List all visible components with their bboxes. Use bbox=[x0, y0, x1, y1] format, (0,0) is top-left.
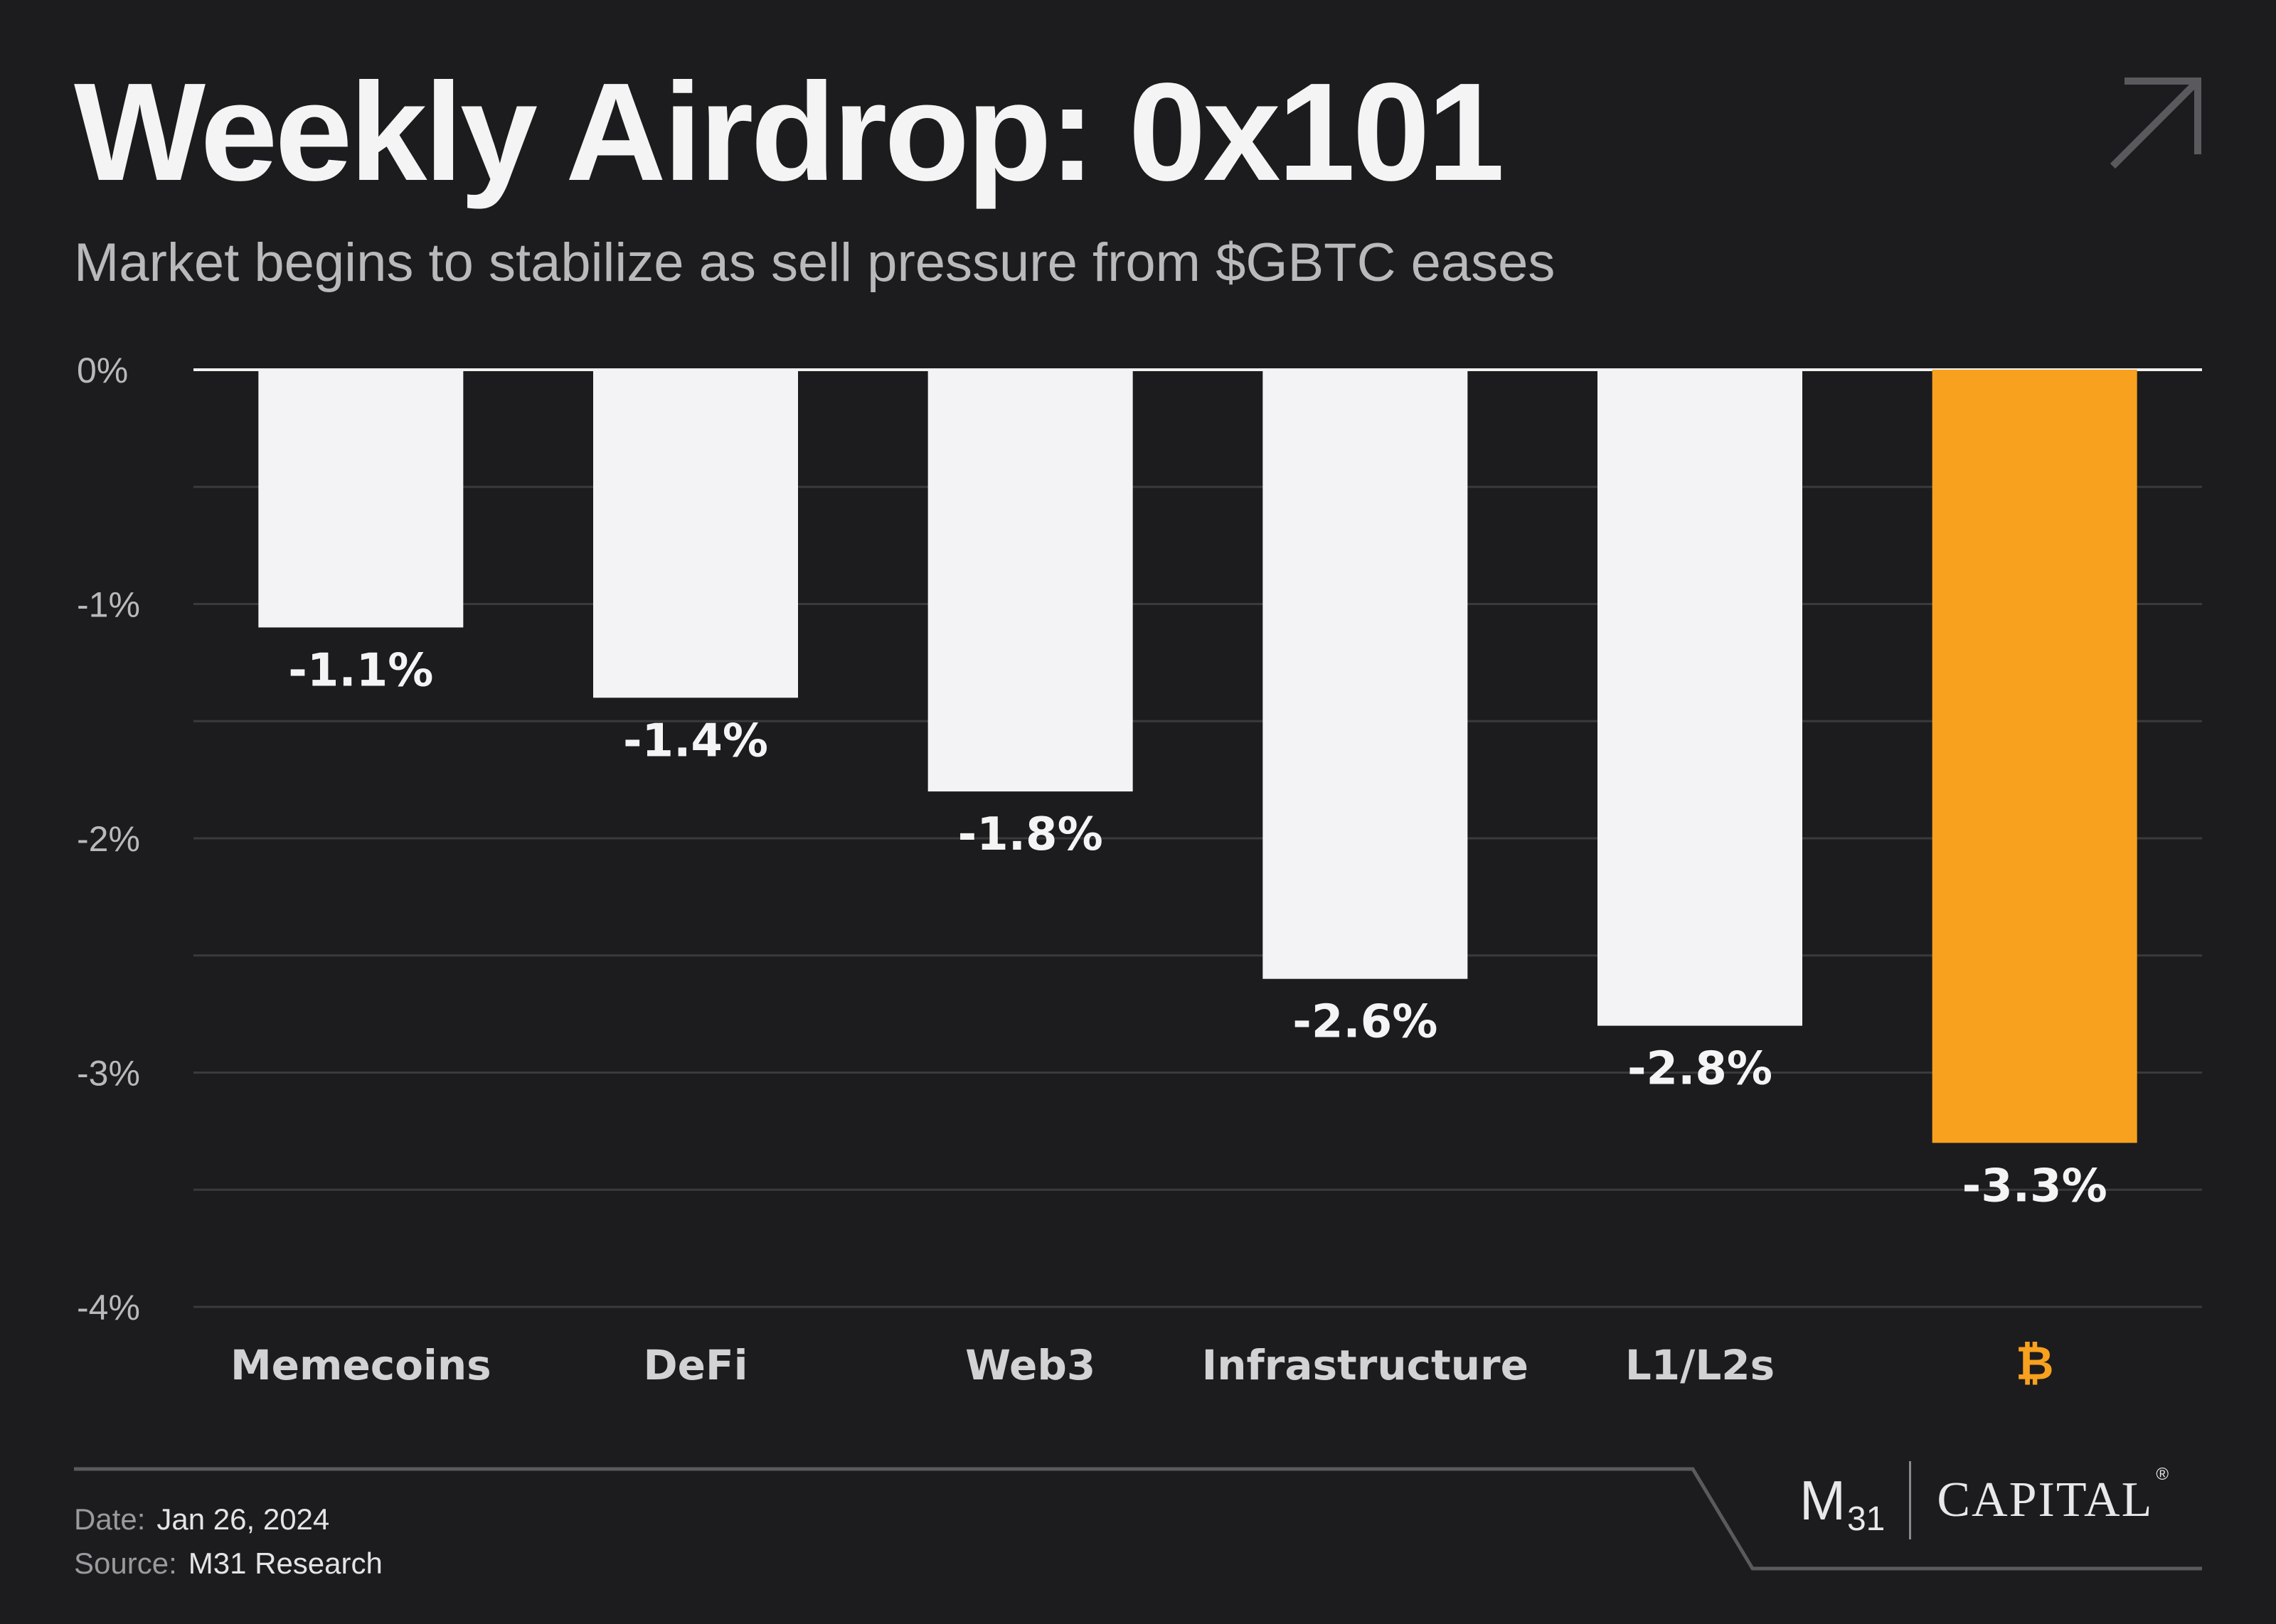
bar bbox=[1932, 370, 2137, 1143]
arrow-up-right-icon[interactable] bbox=[2108, 71, 2208, 171]
footer-source: Source: M31 Research bbox=[74, 1549, 383, 1578]
category-label: L1/L2s bbox=[1625, 1341, 1775, 1389]
bar-value-label: -2.6% bbox=[1292, 996, 1437, 1049]
y-tick-label: -3% bbox=[77, 1054, 140, 1094]
chart-title: Weekly Airdrop: 0x101 bbox=[74, 54, 1505, 210]
bar bbox=[593, 370, 798, 698]
y-tick-label: 0% bbox=[77, 351, 128, 390]
bar-value-label: -1.1% bbox=[288, 644, 433, 697]
bar-value-label: -2.8% bbox=[1627, 1043, 1772, 1096]
bar-value-labels: -1.1% -1.4% -1.8% -2.6% -2.8% -3.3% bbox=[288, 644, 2107, 1212]
bar-value-label: -1.8% bbox=[958, 808, 1103, 861]
footer-divider bbox=[74, 1467, 2202, 1571]
date-value: Jan 26, 2024 bbox=[156, 1502, 330, 1536]
chart-subtitle: Market begins to stabilize as sell press… bbox=[74, 233, 1556, 293]
y-tick-label: -4% bbox=[77, 1288, 140, 1327]
logo-mark: M bbox=[1799, 1468, 1846, 1532]
logo-mark-sub: 31 bbox=[1846, 1500, 1886, 1538]
category-label: Memecoins bbox=[230, 1341, 491, 1389]
bar-value-label: -3.3% bbox=[1962, 1160, 2107, 1212]
logo-registered: ® bbox=[2156, 1465, 2169, 1484]
category-label: Infrastructure bbox=[1202, 1341, 1528, 1389]
category-labels: Memecoins DeFi Web3 Infrastructure L1/L2s ₿ bbox=[230, 1336, 2054, 1391]
gridlines bbox=[193, 368, 2202, 1308]
bar bbox=[1262, 370, 1468, 979]
m31-capital-logo: M 31 CAPITAL ® bbox=[1799, 1458, 2169, 1543]
source-label: Source: bbox=[74, 1546, 177, 1580]
footer-date: Date: Jan 26, 2024 bbox=[74, 1505, 329, 1534]
y-axis-ticks: 0% -1% -2% -3% -4% bbox=[77, 351, 140, 1327]
category-label: DeFi bbox=[644, 1341, 748, 1389]
category-label: Web3 bbox=[965, 1341, 1095, 1389]
date-label: Date: bbox=[74, 1502, 146, 1536]
bars bbox=[258, 370, 2137, 1143]
logo-divider bbox=[1909, 1461, 1912, 1539]
y-tick-label: -2% bbox=[77, 819, 140, 859]
logo-name: CAPITAL bbox=[1937, 1473, 2154, 1527]
source-value: M31 Research bbox=[188, 1546, 383, 1580]
y-tick-label: -1% bbox=[77, 585, 140, 625]
bar bbox=[927, 370, 1133, 792]
bar bbox=[1597, 370, 1802, 1026]
bar bbox=[258, 370, 464, 628]
category-label: ₿ bbox=[2016, 1336, 2054, 1391]
bar-value-label: -1.4% bbox=[623, 715, 768, 767]
